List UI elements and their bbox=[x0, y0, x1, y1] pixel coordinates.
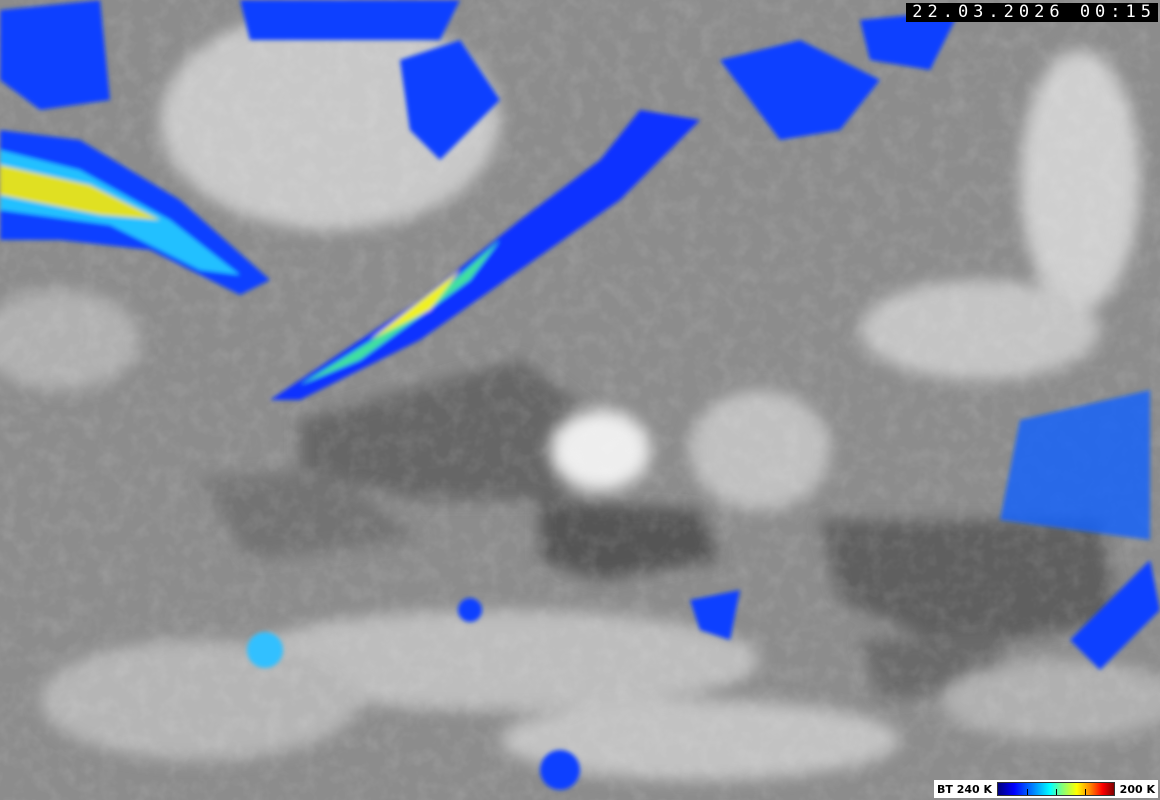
legend-min-label: BT 240 K bbox=[937, 782, 993, 796]
colorbar-legend: BT 240 K 200 K bbox=[934, 780, 1158, 798]
timestamp-label: 22.03.2026 00:15 bbox=[906, 3, 1158, 22]
legend-max-label: 200 K bbox=[1119, 782, 1155, 796]
colorbar-gradient bbox=[997, 782, 1115, 796]
colorbar-tick bbox=[1026, 789, 1028, 795]
colorbar-tick bbox=[1055, 789, 1057, 795]
colorbar-tick bbox=[1084, 789, 1086, 795]
